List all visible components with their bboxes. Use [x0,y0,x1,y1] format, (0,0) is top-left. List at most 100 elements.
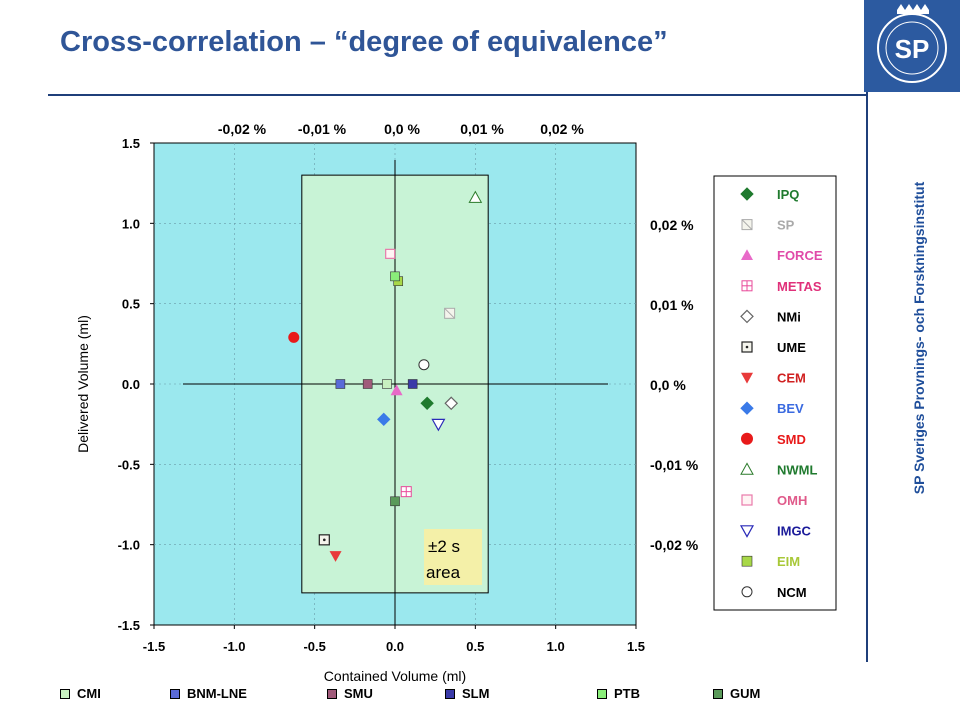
data-point-nmi [444,396,459,411]
data-point-ipq-shape [420,396,434,410]
legend-label-smd: SMD [777,432,806,447]
bottom-legend-label: PTB [614,686,640,701]
legend-label-nmi: NMi [777,309,801,324]
series-sp [444,307,456,319]
data-point-imgc [431,418,446,432]
legend-label-ipq: IPQ [777,187,799,202]
series-force [390,384,403,396]
x-tick-label: -0.5 [303,639,325,654]
data-point-nwml-shape [468,190,483,203]
series-metas [400,486,412,498]
legend: IPQ SP FORCE METAS NMi UME CEM BEV SMD NWML OMH IMG… [713,175,837,611]
legend-item-ncm: NCM [741,585,807,600]
data-point-gum [390,496,400,507]
bottom-legend-label: BNM-LNE [187,686,247,701]
data-point-smu-shape [362,379,373,389]
legend-label-metas: METAS [777,279,822,294]
legend-marker-ipq [740,187,754,201]
legend-marker-bev-shape [740,401,754,415]
legend-marker-bev [740,401,754,415]
legend-item-nwml: NWML [740,462,817,477]
right-tick-label: -0,02 % [650,537,699,553]
y-tick-label: 1.0 [122,216,140,231]
title-divider [48,94,866,96]
bottom-legend-swatch [445,688,455,699]
legend-marker-nwml [740,462,754,475]
legend-label-ume: UME [777,340,806,355]
bottom-legend-swatch [713,688,723,699]
bottom-legend-item: BNM-LNE [170,686,247,701]
legend-item-ume: UME [741,340,806,355]
bottom-legend: CMI BNM-LNE SMU SLM PTB GUM [0,684,960,706]
data-point-force-shape [390,384,403,396]
data-point-gum-shape [390,496,400,507]
legend-item-eim: EIM [741,554,800,569]
legend-marker-cem-shape [741,372,753,384]
data-point-sp-hatch [444,307,455,319]
legend-item-cem: CEM [741,371,806,386]
top-tick-label: 0,0 % [384,121,420,137]
series-ipq [420,396,434,410]
bottom-legend-item: PTB [597,686,640,701]
legend-marker-smd [741,432,753,445]
slide-title: Cross-correlation – “degree of equivalen… [60,26,668,58]
bottom-legend-item: CMI [60,686,101,701]
legend-label-bev: BEV [777,401,804,416]
bottom-legend-label: CMI [77,686,101,701]
data-point-ptb [390,271,400,282]
series-nwml [468,190,483,203]
x-tick-label: 1.5 [627,639,645,654]
legend-item-bev: BEV [740,401,804,416]
data-point-ume [318,534,330,546]
sp-logo: SP [864,0,960,92]
legend-marker-ume [741,341,753,353]
legend-marker-ncm-shape [741,586,753,598]
legend-marker-force [741,249,753,260]
series-imgc [431,418,446,432]
legend-marker-nwml-shape [740,462,754,475]
data-point-ume-dot [323,538,326,542]
x-axis-label: Contained Volume (ml) [324,668,466,684]
series-smu [362,379,373,389]
legend-label-ncm: NCM [777,585,807,600]
data-point-ncm-shape [418,359,430,371]
y-axis-label: Delivered Volume (ml) [75,315,91,453]
data-point-bev [377,412,391,427]
data-point-force [390,384,403,396]
annotation-text-line2: area [426,563,461,582]
data-point-smd-shape [288,331,300,343]
bottom-legend-label: SMU [344,686,373,701]
data-point-metas [400,486,412,498]
y-tick-label: -1.5 [118,618,140,633]
series-bev [377,412,391,427]
legend-item-ipq: IPQ [740,187,799,202]
top-tick-label: 0,01 % [460,121,504,137]
x-tick-label: 0.0 [386,639,404,654]
x-tick-label: -1.0 [223,639,245,654]
data-point-omh-shape [385,248,396,259]
series-cmi [382,379,392,389]
bottom-legend-swatch [60,688,70,699]
data-point-sp [444,307,456,319]
y-tick-label: -0.5 [118,457,140,472]
y-tick-label: 0.0 [122,377,140,392]
legend-label-imgc: IMGC [777,524,812,539]
series-ume [318,534,330,546]
legend-item-smd: SMD [741,432,806,447]
bottom-legend-swatch [170,688,180,699]
legend-marker-sp [741,219,753,231]
data-point-bev-shape [377,412,391,427]
legend-marker-eim-shape [741,555,753,567]
bottom-legend-item: SMU [327,686,373,701]
y-tick-label: 1.5 [122,136,140,151]
legend-label-force: FORCE [777,248,823,263]
legend-marker-nmi-shape [740,309,754,324]
y-tick-label: 0.5 [122,297,140,312]
data-point-slm-shape [407,379,418,389]
series-smd [288,331,300,343]
bottom-legend-swatch [327,688,337,699]
legend-marker-nmi [740,309,754,324]
data-point-slm [407,379,418,389]
data-point-omh [385,248,396,259]
legend-label-nwml: NWML [777,462,817,477]
